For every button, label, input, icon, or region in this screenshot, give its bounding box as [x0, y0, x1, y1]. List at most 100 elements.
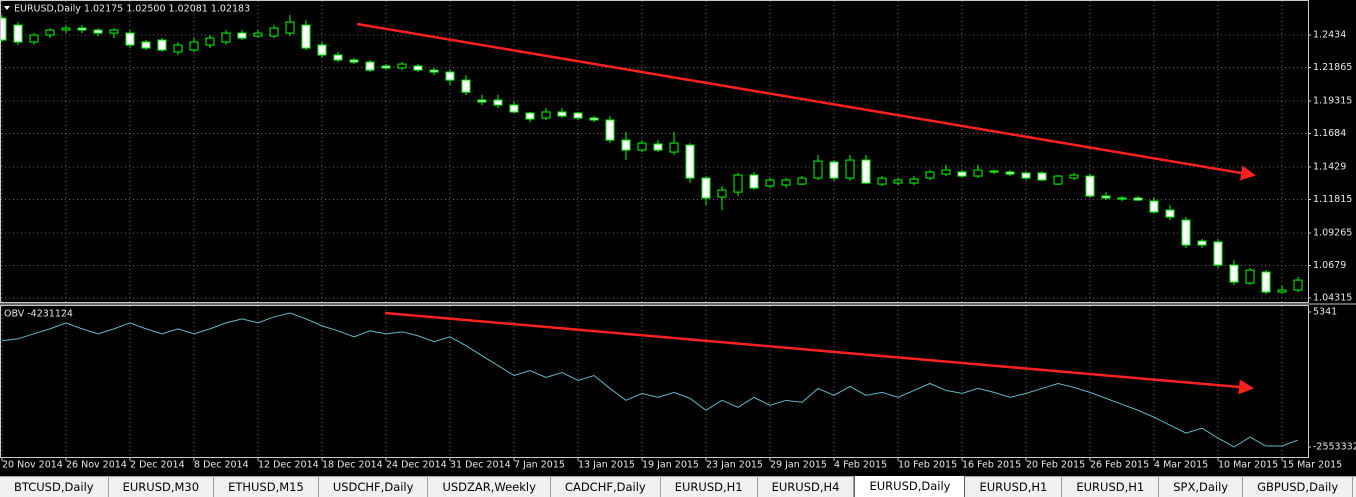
- chart-window: EURUSD,Daily 1.02175 1.02500 1.02081 1.0…: [0, 0, 1356, 471]
- x-tick-label: 10 Mar 2015: [1218, 460, 1278, 471]
- candle-body: [0, 17, 7, 41]
- candle-body: [397, 63, 407, 69]
- candle-body: [1069, 174, 1079, 179]
- symbol-tab[interactable]: EURUSD,M30: [109, 477, 215, 497]
- candle-body: [157, 39, 167, 51]
- candle-body: [797, 177, 807, 185]
- x-tick-label: 4 Feb 2015: [834, 460, 887, 471]
- symbol-tab[interactable]: EURUSD,H1: [965, 477, 1063, 497]
- candle-body: [429, 69, 439, 73]
- candle-body: [941, 169, 951, 175]
- x-tick-label: 15 Mar 2015: [1282, 460, 1342, 471]
- symbol-tab[interactable]: USDZAR,Weekly: [428, 477, 551, 497]
- plot: [0, 15, 1303, 448]
- obv-line: [1, 312, 1299, 448]
- symbol-tab[interactable]: GBPUSD,Daily: [1243, 477, 1354, 497]
- x-tick-label: 26 Feb 2015: [1090, 460, 1149, 471]
- candle-body: [845, 159, 855, 179]
- symbol-tab[interactable]: BTCUSD,Daily: [0, 477, 109, 497]
- x-tick-label: 4 Mar 2015: [1154, 460, 1208, 471]
- symbol-tab[interactable]: EURUSD,Daily: [854, 476, 966, 497]
- y-tick-label: 1.09265: [1313, 227, 1352, 238]
- candle-body: [637, 142, 647, 151]
- candle-body: [333, 54, 343, 61]
- x-tick-label: 29 Jan 2015: [770, 460, 827, 471]
- candle-body: [349, 59, 359, 63]
- candle-body: [621, 139, 631, 151]
- candle-body: [605, 119, 615, 141]
- y-tick-label: 1.04315: [1313, 292, 1352, 303]
- x-tick-label: 24 Dec 2014: [386, 460, 447, 471]
- candle-body: [477, 99, 487, 103]
- x-tick-label: 10 Feb 2015: [898, 460, 957, 471]
- symbol-tab[interactable]: SPX,Daily: [1159, 477, 1244, 497]
- symbol-tab[interactable]: EURUSD,H1: [1062, 477, 1160, 497]
- symbol-tab[interactable]: EURUSD,H4: [758, 477, 855, 497]
- candle-body: [125, 32, 135, 46]
- collapse-icon: [4, 6, 10, 10]
- candle-body: [813, 160, 823, 179]
- candle-body: [557, 111, 567, 117]
- trend-arrow: [384, 311, 1254, 395]
- x-tick-label: 2 Dec 2014: [130, 460, 185, 471]
- y-tick-label: -2553332: [1313, 442, 1356, 453]
- candle-body: [173, 44, 183, 53]
- candle-body: [1197, 240, 1207, 246]
- x-tick-label: 26 Nov 2014: [66, 460, 127, 471]
- candle-body: [669, 142, 679, 153]
- candle-body: [205, 37, 215, 46]
- y-tick-label: 1.0679: [1313, 260, 1346, 271]
- candle-body: [749, 174, 759, 189]
- candle-body: [957, 171, 967, 177]
- candle-body: [1053, 175, 1063, 185]
- candle-body: [285, 21, 295, 34]
- candle-body: [685, 144, 695, 179]
- candle-body: [525, 112, 535, 120]
- candle-body: [717, 189, 727, 198]
- x-tick-label: 23 Jan 2015: [706, 460, 763, 471]
- candle-body: [989, 170, 999, 173]
- x-tick-label: 16 Feb 2015: [962, 460, 1021, 471]
- grid: [1, 1, 1308, 458]
- candle-body: [1005, 171, 1015, 175]
- candle-body: [1165, 209, 1175, 218]
- y-tick-label: 1.2434: [1313, 30, 1346, 41]
- y-tick-label: 5341: [1313, 306, 1337, 317]
- candle-body: [77, 27, 87, 31]
- candle-body: [509, 104, 519, 113]
- candle-body: [93, 29, 103, 34]
- candle-body: [141, 41, 151, 49]
- candle-body: [925, 171, 935, 179]
- tab-bar: BTCUSD,Daily EURUSD,M30 ETHUSD,M15 USDCHF,D…: [0, 476, 1356, 497]
- x-tick-label: 31 Dec 2014: [450, 460, 511, 471]
- candle-body: [29, 34, 39, 43]
- symbol-tab[interactable]: EURUSD,H1: [661, 477, 758, 497]
- candle-body: [573, 112, 583, 119]
- symbol-tab[interactable]: USDCHF,Daily: [319, 477, 429, 497]
- candle-body: [61, 27, 71, 31]
- main-panel-frame: [0, 0, 1309, 303]
- candle-body: [1117, 197, 1127, 200]
- candle-body: [317, 44, 327, 56]
- candle-body: [1213, 241, 1223, 266]
- candle-body: [653, 143, 663, 151]
- candle-body: [541, 111, 551, 119]
- candle-body: [1021, 172, 1031, 179]
- candle-body: [909, 178, 919, 184]
- candle-body: [461, 79, 471, 93]
- chart-title: EURUSD,Daily 1.02175 1.02500 1.02081 1.0…: [14, 4, 250, 15]
- y-tick-label: 1.21865: [1313, 62, 1352, 73]
- symbol-tab[interactable]: ETHUSD,M15: [214, 477, 319, 497]
- candle-body: [733, 174, 743, 193]
- y-tick-label: 1.11815: [1313, 194, 1352, 205]
- candle-body: [1085, 175, 1095, 197]
- candle-body: [1181, 219, 1191, 246]
- candle-body: [765, 179, 775, 187]
- x-tick-label: 13 Jan 2015: [578, 460, 635, 471]
- symbol-tab[interactable]: CADCHF,Daily: [551, 477, 661, 497]
- candle-body: [893, 179, 903, 184]
- trend-arrow: [356, 22, 1256, 181]
- x-tick-label: 7 Jan 2015: [514, 460, 565, 471]
- candle-body: [445, 71, 455, 81]
